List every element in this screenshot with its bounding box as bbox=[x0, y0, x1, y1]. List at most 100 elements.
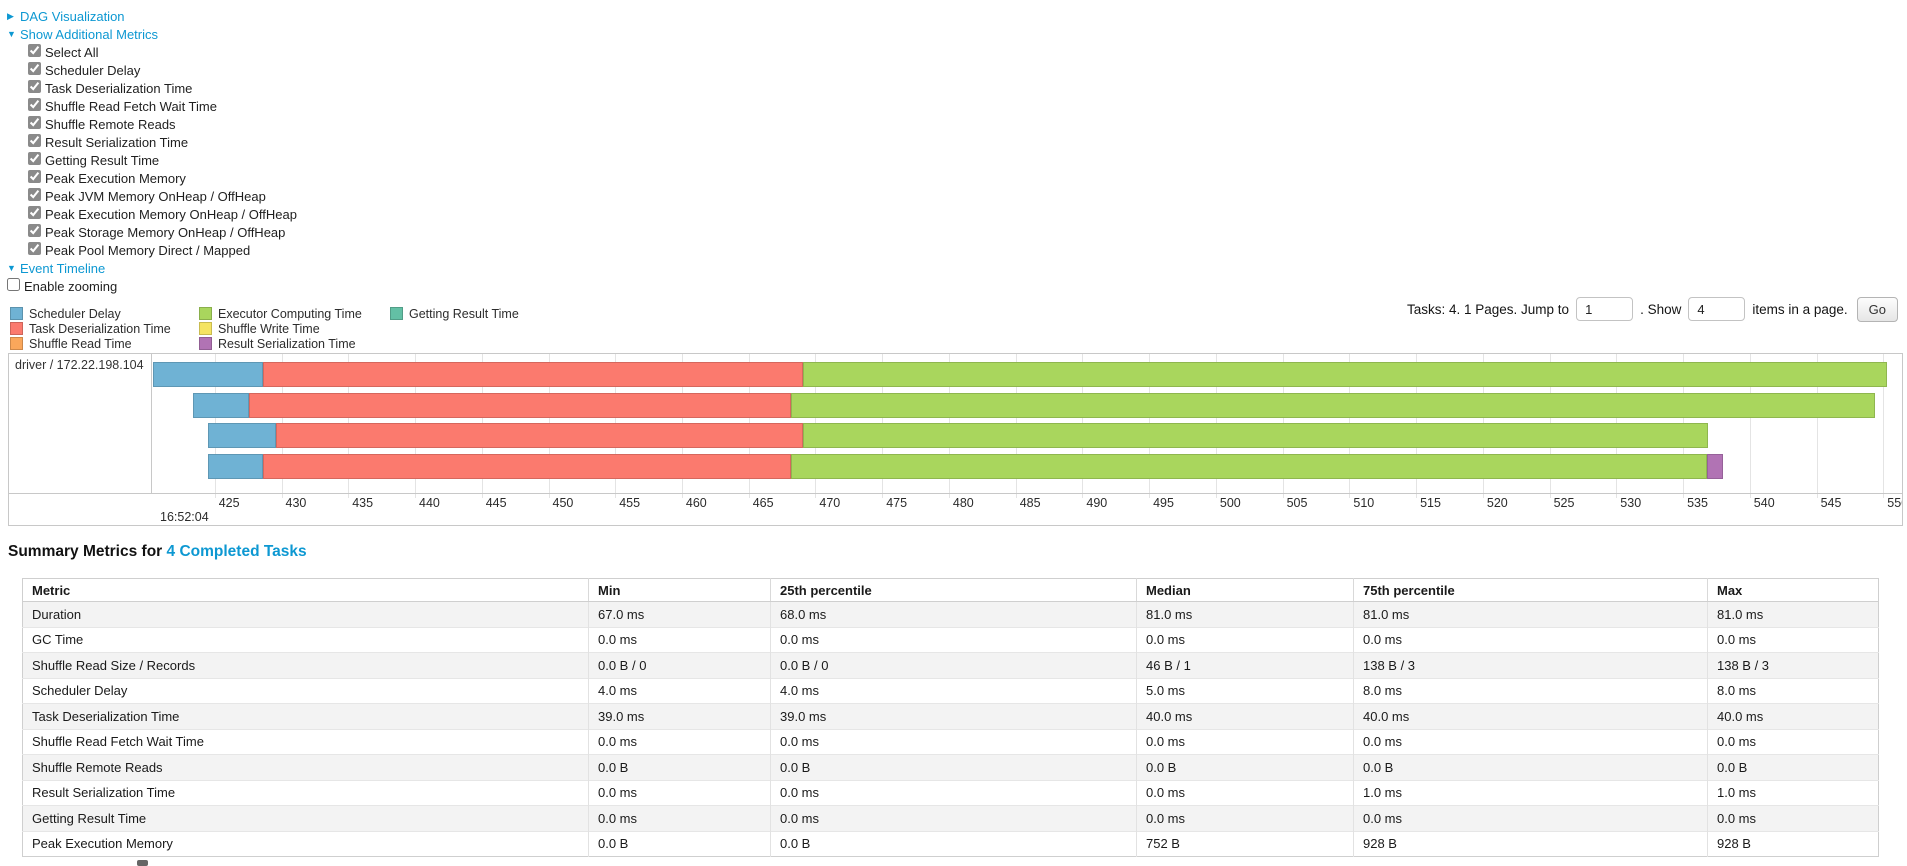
enable-zooming-checkbox[interactable] bbox=[7, 278, 20, 291]
column-header: Min bbox=[588, 578, 771, 602]
metric-checkbox-peak-pool-memory-direct-mapped[interactable] bbox=[28, 242, 41, 255]
table-cell: GC Time bbox=[22, 626, 589, 653]
task-2-executor-computing-bar[interactable] bbox=[791, 393, 1876, 418]
task-1-task-deserialization-bar[interactable] bbox=[262, 362, 804, 387]
table-row: Task Deserialization Time 39.0 ms 39.0 ms 4… bbox=[22, 703, 1879, 729]
table-row: Scheduler Delay 4.0 ms 4.0 ms 5.0 ms 8.0 ms 8… bbox=[22, 677, 1879, 704]
metric-checkbox-row: Shuffle Read Fetch Wait Time bbox=[7, 98, 217, 114]
metric-checkbox-select-all[interactable] bbox=[28, 44, 41, 57]
metric-checkbox-scheduler-delay[interactable] bbox=[28, 62, 41, 75]
task-4-task-deserialization-bar[interactable] bbox=[262, 454, 792, 479]
legend-item: Getting Result Time bbox=[390, 306, 519, 321]
table-cell: 5.0 ms bbox=[1136, 677, 1354, 704]
legend-item: Result Serialization Time bbox=[199, 336, 362, 351]
event-timeline-toggle[interactable]: ▼ Event Timeline bbox=[7, 261, 105, 276]
metric-checkbox-label: Peak Storage Memory OnHeap / OffHeap bbox=[45, 225, 286, 240]
table-cell: 0.0 ms bbox=[770, 728, 1137, 755]
task-3-task-deserialization-bar[interactable] bbox=[276, 423, 804, 448]
table-cell: 0.0 B bbox=[1707, 754, 1879, 780]
metric-checkbox-row: Select All bbox=[7, 44, 98, 60]
legend-item: Shuffle Write Time bbox=[199, 321, 362, 336]
table-cell: 39.0 ms bbox=[770, 703, 1137, 729]
table-cell: 4.0 ms bbox=[770, 677, 1137, 704]
task-1-scheduler-delay-bar[interactable] bbox=[153, 362, 263, 387]
table-cell: 752 B bbox=[1136, 830, 1354, 857]
table-cell: 40.0 ms bbox=[1707, 703, 1879, 729]
show-additional-metrics-toggle-label: Show Additional Metrics bbox=[20, 26, 159, 42]
table-cell: 67.0 ms bbox=[588, 601, 771, 627]
metric-checkbox-row: Result Serialization Time bbox=[7, 134, 188, 150]
task-1-executor-computing-bar[interactable] bbox=[803, 362, 1888, 387]
metric-checkbox-peak-execution-memory-onheap-offheap[interactable] bbox=[28, 206, 41, 219]
table-cell: Task Deserialization Time bbox=[22, 703, 589, 729]
completed-tasks-link[interactable]: 4 Completed Tasks bbox=[166, 543, 307, 560]
shuffle-read-swatch bbox=[10, 337, 23, 350]
axis-tick-label: 445 bbox=[485, 496, 507, 510]
chevron-down-icon: ▼ bbox=[7, 29, 16, 39]
task-3-scheduler-delay-bar[interactable] bbox=[208, 423, 277, 448]
table-cell: 8.0 ms bbox=[1353, 677, 1708, 704]
table-cell: 0.0 ms bbox=[588, 728, 771, 755]
axis-tick-label: 515 bbox=[1420, 496, 1441, 510]
axis-tick-label: 545 bbox=[1820, 496, 1842, 510]
axis-tick-label: 430 bbox=[285, 496, 307, 510]
table-row: GC Time 0.0 ms 0.0 ms 0.0 ms 0.0 ms 0.0 ms bbox=[22, 626, 1879, 653]
table-cell: 1.0 ms bbox=[1353, 779, 1708, 806]
dag-visualization-toggle[interactable]: ▶ DAG Visualization bbox=[7, 9, 125, 24]
axis-tick-label: 495 bbox=[1153, 496, 1174, 510]
metric-checkbox-peak-execution-memory[interactable] bbox=[28, 170, 41, 183]
metric-checkbox-getting-result-time[interactable] bbox=[28, 152, 41, 165]
task-2-scheduler-delay-bar[interactable] bbox=[193, 393, 250, 418]
task-deserialization-swatch bbox=[10, 322, 23, 335]
metric-checkbox-peak-storage-memory-onheap-offheap[interactable] bbox=[28, 224, 41, 237]
metric-checkbox-shuffle-read-fetch-wait-time[interactable] bbox=[28, 98, 41, 111]
dag-visualization-toggle-label: DAG Visualization bbox=[20, 8, 125, 24]
metric-checkbox-label: Peak Execution Memory bbox=[45, 171, 186, 186]
page-size-input[interactable] bbox=[1688, 297, 1746, 321]
show-additional-metrics-toggle[interactable]: ▼ Show Additional Metrics bbox=[7, 27, 158, 42]
table-cell: 0.0 B / 0 bbox=[588, 652, 771, 678]
enable-zooming-row: Enable zooming bbox=[7, 278, 117, 294]
table-cell: 0.0 B bbox=[770, 830, 1137, 857]
metric-checkbox-peak-jvm-memory-onheap-offheap[interactable] bbox=[28, 188, 41, 201]
table-row: Shuffle Read Size / Records 0.0 B / 0 0.0 … bbox=[22, 652, 1879, 678]
table-cell: 0.0 B bbox=[1136, 754, 1354, 780]
table-cell: 40.0 ms bbox=[1353, 703, 1708, 729]
metric-checkbox-result-serialization-time[interactable] bbox=[28, 134, 41, 147]
event-timeline-chart: 425 430 435 440 445 450 455 460 465 470 475 480 485 4… bbox=[8, 353, 1903, 526]
axis-tick-label: 505 bbox=[1286, 496, 1308, 510]
metric-checkbox-row: Shuffle Remote Reads bbox=[7, 116, 176, 132]
go-button[interactable]: Go bbox=[1856, 296, 1898, 322]
axis-tick-label: 475 bbox=[886, 496, 908, 510]
table-cell: 81.0 ms bbox=[1353, 601, 1708, 627]
jump-to-page-input[interactable] bbox=[1576, 297, 1634, 321]
task-4-executor-computing-bar[interactable] bbox=[791, 454, 1708, 479]
table-cell: 0.0 ms bbox=[770, 805, 1137, 831]
metric-checkbox-task-deserialization-time[interactable] bbox=[28, 80, 41, 93]
legend-item: Executor Computing Time bbox=[199, 306, 362, 321]
task-2-task-deserialization-bar[interactable] bbox=[249, 393, 792, 418]
executor-computing-swatch bbox=[199, 307, 212, 320]
table-cell: 0.0 ms bbox=[588, 626, 771, 653]
metric-checkbox-shuffle-remote-reads[interactable] bbox=[28, 116, 41, 129]
table-cell: 0.0 B bbox=[1353, 754, 1708, 780]
table-cell: Peak Execution Memory bbox=[22, 830, 589, 857]
axis-tick-label: 510 bbox=[1353, 496, 1375, 510]
table-cell: 928 B bbox=[1707, 830, 1879, 857]
task-4-result-serialization-bar[interactable] bbox=[1707, 454, 1724, 479]
summary-title-text: Summary Metrics for bbox=[8, 543, 163, 560]
table-cell: 138 B / 3 bbox=[1707, 652, 1879, 678]
table-cell: 0.0 B / 0 bbox=[770, 652, 1137, 678]
enable-zooming-label: Enable zooming bbox=[24, 279, 118, 294]
table-cell: 0.0 ms bbox=[1136, 805, 1354, 831]
legend-label: Scheduler Delay bbox=[29, 306, 121, 321]
legend-item: Task Deserialization Time bbox=[10, 321, 171, 336]
task-4-scheduler-delay-bar[interactable] bbox=[208, 454, 263, 479]
table-cell: 0.0 ms bbox=[1136, 779, 1354, 806]
table-row: Peak Execution Memory 0.0 B 0.0 B 752 B 928 … bbox=[22, 830, 1879, 857]
table-cell: 0.0 ms bbox=[588, 779, 771, 806]
table-cell: 0.0 ms bbox=[1707, 805, 1879, 831]
table-cell: 39.0 ms bbox=[588, 703, 771, 729]
task-3-executor-computing-bar[interactable] bbox=[803, 423, 1709, 448]
